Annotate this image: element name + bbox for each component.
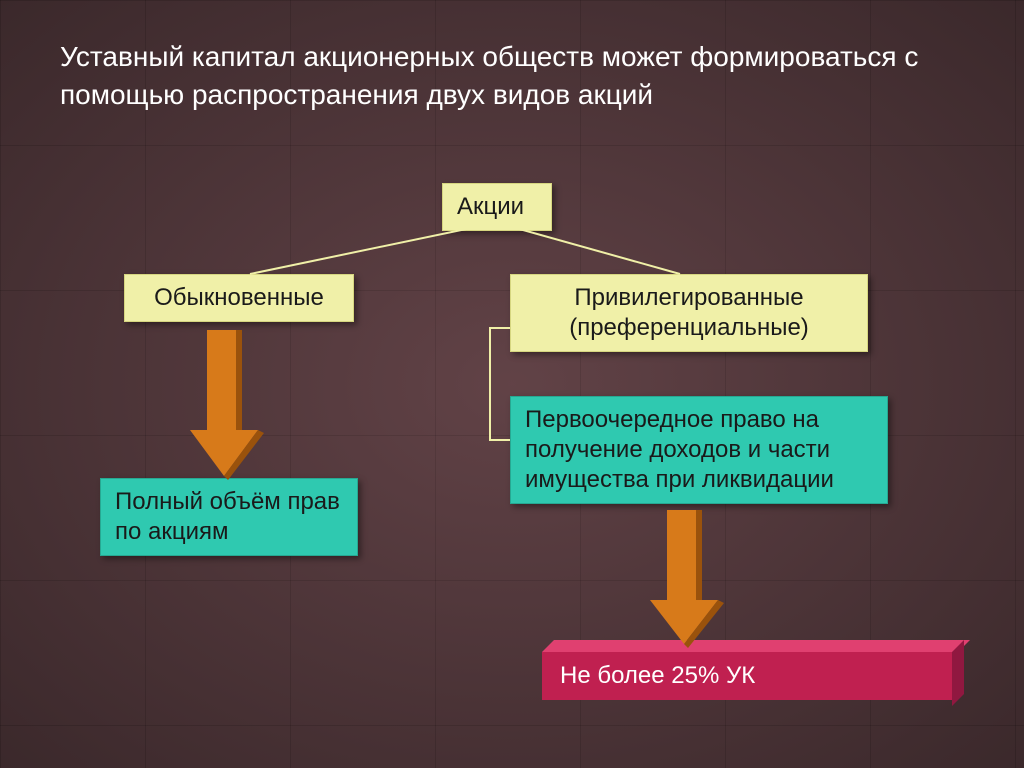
node-ordinary: Обыкновенные xyxy=(124,274,354,322)
node-full-rights: Полный объём прав по акциям xyxy=(100,478,358,556)
node-root: Акции xyxy=(442,183,552,231)
node-limit-25-label: Не более 25% УК xyxy=(560,662,755,689)
slide-title: Уставный капитал акционерных обществ мож… xyxy=(60,38,964,114)
node-limit-25: Не более 25% УК xyxy=(542,652,952,700)
node-priority-right-label: Первоочередное право на получение доходо… xyxy=(525,406,834,493)
node-priority-right: Первоочередное право на получение доходо… xyxy=(510,396,888,504)
node-ordinary-label: Обыкновенные xyxy=(154,284,324,311)
node-preferred: Привилегированные (преференциальные) xyxy=(510,274,868,352)
node-preferred-label: Привилегированные (преференциальные) xyxy=(569,284,809,341)
node-full-rights-label: Полный объём прав по акциям xyxy=(115,488,340,545)
node-root-label: Акции xyxy=(457,193,524,220)
